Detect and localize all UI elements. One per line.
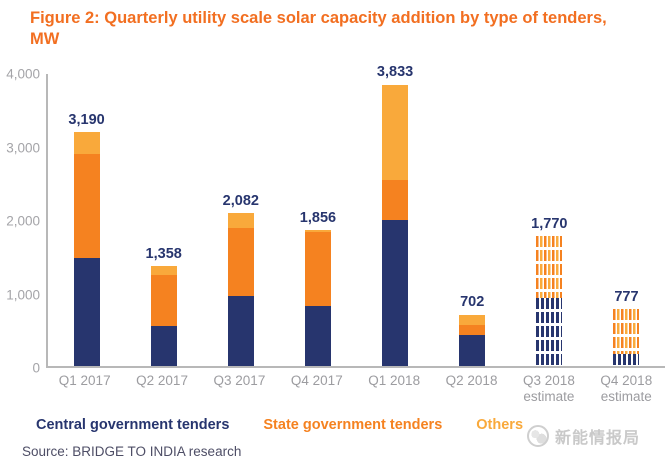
x-label-quarter: Q3 2017 <box>213 373 266 389</box>
x-label-quarter: Q4 2017 <box>290 373 343 389</box>
bar-slot-q2-2017: 1,358 <box>125 74 202 367</box>
bar-slot-q1-2017: 3,190 <box>48 74 125 367</box>
segment-state-q1-2017 <box>73 154 100 258</box>
segment-other-q4-2017 <box>304 230 331 233</box>
segment-state-q2-2017 <box>150 275 177 327</box>
bar-q3-2017: 2,082 <box>223 193 259 367</box>
segment-state-q3-2017 <box>227 228 254 296</box>
segment-other-q1-2018 <box>382 85 409 181</box>
bar-value-label-q4-2018: 777 <box>614 289 639 306</box>
y-tick-4000: 4,000 <box>6 66 40 82</box>
segment-central-q4-2017 <box>304 305 331 367</box>
bar-slot-q3-2018: 1,770 <box>511 74 588 367</box>
bar-value-label-q2-2018: 702 <box>460 294 485 311</box>
segment-central-q2-2018 <box>459 335 486 367</box>
segment-state-q4-2018 <box>613 309 640 355</box>
legend-item-others: Others <box>476 417 524 434</box>
chart-legend: Central government tenders State governme… <box>36 417 669 433</box>
y-tick-1000: 1,000 <box>6 287 40 303</box>
bar-value-label-q3-2018: 1,770 <box>531 216 568 233</box>
y-tick-2000: 2,000 <box>6 213 40 229</box>
bar-q4-2017: 1,856 <box>300 210 336 367</box>
legend-item-state-government-tenders: State government tenders <box>263 417 443 434</box>
bar-value-label-q1-2017: 3,190 <box>68 112 105 129</box>
bar-slot-q3-2017: 2,082 <box>202 74 279 367</box>
segment-other-q2-2017 <box>150 266 177 276</box>
x-label-q2-2018: Q2 2018 <box>433 373 510 405</box>
segment-other-q1-2017 <box>73 132 100 155</box>
bar-q1-2017: 3,190 <box>68 112 105 367</box>
x-label-q3-2018: Q3 2018 estimate <box>510 373 587 405</box>
x-label-q4-2017: Q4 2017 <box>278 373 355 405</box>
segment-central-q1-2018 <box>382 220 409 367</box>
x-label-q2-2017: Q2 2017 <box>123 373 200 405</box>
bar-slot-q2-2018: 702 <box>434 74 511 367</box>
segment-state-q2-2018 <box>459 325 486 336</box>
x-label-quarter: Q3 2018 <box>523 373 575 389</box>
bar-q2-2017: 1,358 <box>146 246 182 367</box>
y-tick-3000: 3,000 <box>6 140 40 156</box>
watermark: 新能情报局 <box>527 424 640 448</box>
x-label-q3-2017: Q3 2017 <box>201 373 278 405</box>
bar-value-label-q2-2017: 1,358 <box>145 246 182 263</box>
source-note: Source: BRIDGE TO INDIA research <box>22 444 242 460</box>
segment-state-q3-2018 <box>536 236 563 299</box>
segment-central-q2-2017 <box>150 326 177 367</box>
y-axis: 4,000 3,000 2,000 1,000 0 <box>0 67 46 376</box>
bar-value-label-q4-2017: 1,856 <box>299 210 337 227</box>
bar-slot-q1-2018: 3,833 <box>357 64 434 367</box>
x-label-quarter: Q1 2018 <box>368 373 421 389</box>
watermark-logo-icon <box>527 425 549 447</box>
x-label-quarter: Q1 2017 <box>58 373 111 389</box>
chart-area: 4,000 3,000 2,000 1,000 0 3,190 1,358 2,082 1,8… <box>0 64 669 376</box>
watermark-text: 新能情报局 <box>555 430 641 447</box>
plot-area: 3,190 1,358 2,082 1,856 3,833 702 1,770 777 <box>46 64 665 369</box>
x-label-quarter: Q2 2018 <box>445 373 498 389</box>
x-axis-labels: Q1 2017 Q2 2017 Q3 2017 Q4 2017 Q1 2018 Q2 20… <box>46 373 669 405</box>
x-label-estimate: estimate <box>523 389 575 405</box>
bar-slot-q4-2018: 777 <box>588 74 665 367</box>
bar-value-label-q3-2017: 2,082 <box>222 193 259 210</box>
bar-q4-2018: 777 <box>613 289 640 367</box>
y-tick-0: 0 <box>32 360 40 376</box>
segment-state-q4-2017 <box>304 232 331 306</box>
segment-other-q2-2018 <box>459 315 486 326</box>
x-label-q4-2018: Q4 2018 estimate <box>588 373 665 405</box>
bar-slot-q4-2017: 1,856 <box>279 74 356 367</box>
segment-central-q1-2017 <box>73 257 100 367</box>
bar-q1-2018: 3,833 <box>377 64 413 367</box>
figure-title: Figure 2: Quarterly utility scale solar … <box>30 9 607 49</box>
legend-item-central-government-tenders: Central government tenders <box>36 417 230 434</box>
segment-central-q3-2017 <box>227 295 254 367</box>
x-label-quarter: Q4 2018 <box>600 373 653 389</box>
x-label-estimate: estimate <box>600 389 652 405</box>
segment-other-q3-2017 <box>227 213 254 229</box>
bar-value-label-q1-2018: 3,833 <box>376 64 414 81</box>
segment-central-q3-2018 <box>536 298 563 367</box>
bar-q2-2018: 702 <box>459 294 486 367</box>
x-label-q1-2018: Q1 2018 <box>356 373 433 405</box>
x-label-q1-2017: Q1 2017 <box>46 373 123 405</box>
segment-central-q4-2018 <box>613 354 640 367</box>
x-label-quarter: Q2 2017 <box>136 373 188 389</box>
segment-state-q1-2018 <box>382 180 409 221</box>
bars-container: 3,190 1,358 2,082 1,856 3,833 702 1,770 777 <box>48 64 665 367</box>
bar-q3-2018: 1,770 <box>531 216 567 367</box>
